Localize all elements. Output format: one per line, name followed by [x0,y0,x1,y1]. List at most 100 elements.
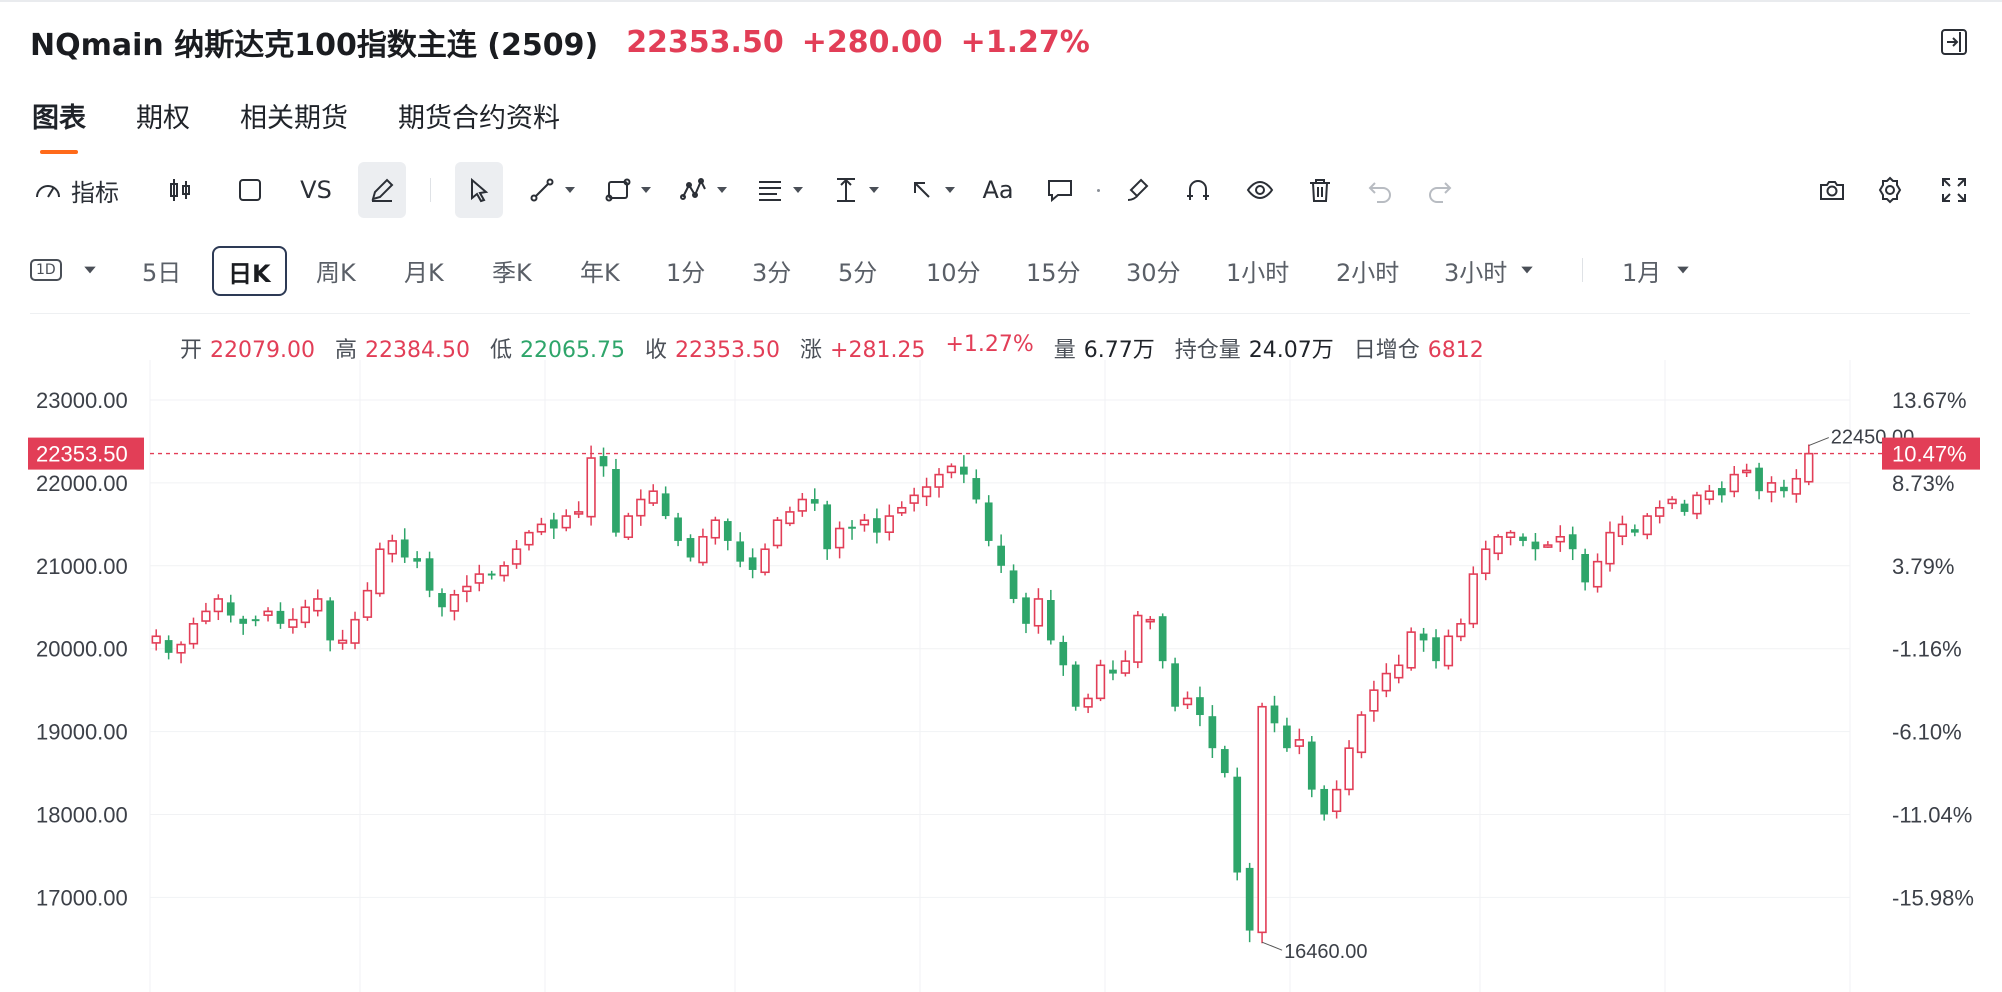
period-15min[interactable]: 15分 [1026,258,1081,287]
camera-icon [1820,181,1844,200]
delete-drawings-button[interactable] [1300,162,1340,218]
candle-body [1381,672,1391,692]
fib-tool-button[interactable] [750,162,810,218]
candle-body [1717,488,1726,496]
y-axis-right-tick: 8.73% [1892,471,1954,496]
candle-body [1059,641,1068,666]
candle-body [499,565,509,577]
range-selector[interactable]: 1月 [1622,244,1691,296]
candle-body [1257,705,1267,934]
measure-tool-button[interactable] [826,162,886,218]
chart-type-button[interactable] [160,162,200,218]
candle-body [337,639,348,644]
period-1hour[interactable]: 1小时 [1226,258,1290,287]
pattern-tool-icon [680,178,706,200]
change-label: 涨 [800,338,823,363]
pen-icon [371,178,394,202]
period-dropdown[interactable]: 1D [30,244,98,296]
period-30min[interactable]: 30分 [1126,258,1181,287]
candle-body [300,606,310,624]
candle-body [1704,490,1715,501]
tab-chart[interactable]: 图表 [32,96,86,154]
current-price-tag [28,437,144,470]
candle-body [1468,573,1478,625]
candle-body [1742,469,1752,474]
candle-body [1555,535,1565,543]
period-1min[interactable]: 1分 [666,258,706,287]
candlestick-chart[interactable]: 23000.00 13.67% 22000.00 8.73% 21000.00 3.79%… [0,360,2002,992]
fullscreen-button[interactable] [1934,162,1974,218]
candle-body [661,493,670,517]
collapse-panel-icon[interactable] [1938,26,1970,58]
period-5d[interactable]: 5日 [142,258,182,287]
compare-box-button[interactable] [230,162,270,218]
brush-icon [1127,178,1149,201]
high-value: 22384.50 [365,338,470,363]
undo-button[interactable] [1360,162,1400,218]
tab-options[interactable]: 期权 [136,103,190,134]
tab-related-futures[interactable]: 相关期货 [240,103,348,134]
oi-change-label: 日增仓 [1353,338,1420,363]
cursor-button[interactable] [455,162,503,218]
period-10min[interactable]: 10分 [926,258,981,287]
candle-body [1133,614,1143,663]
tab-contract-info[interactable]: 期货合约资料 [398,103,560,134]
chevron-down-icon [1677,266,1689,274]
comment-tool-icon [1048,180,1072,203]
ohlc-legend: 开 22079.00 高 22384.50 低 22065.75 收 22353.50 … [180,332,1484,364]
settings-button[interactable] [1870,162,1910,218]
candle-body [1158,616,1167,662]
magnet-button[interactable] [1178,162,1218,218]
open-interest-value: 24.07万 [1248,338,1334,363]
candle-body [449,594,460,612]
period-weekly[interactable]: 周K [316,258,356,287]
y-axis-right-tick: -15.98% [1892,885,1974,910]
redo-button[interactable] [1420,162,1460,218]
candle-body [772,519,783,547]
y-axis-left-tick: 18000.00 [36,803,128,828]
candle-body [1543,544,1553,548]
period-selector: 1D 5日 日K 周K 月K 季K 年K 1分 3分 5分 10分 15分 30… [0,244,2002,296]
chevron-down-icon [945,187,955,193]
price-change: +280.00 [801,24,943,60]
shape-tool-button[interactable] [598,162,658,218]
drawing-mode-button[interactable] [358,162,406,218]
current-pct-label: 10.47% [1892,442,1967,467]
candle-body [736,541,745,562]
period-5min[interactable]: 5分 [838,258,878,287]
candle-body [1294,739,1304,747]
line-tool-button[interactable] [522,162,582,218]
pattern-tool-button[interactable] [674,162,734,218]
period-2hour[interactable]: 2小时 [1336,258,1400,287]
y-axis-right-tick: 13.67% [1892,388,1967,413]
candlestick-icon [170,179,190,201]
text-tool-button[interactable]: Aa [978,162,1018,218]
candle-body [413,558,421,562]
arrow-tool-button[interactable] [902,162,962,218]
vs-compare-button[interactable]: VS [296,162,336,218]
line-tool-icon [530,178,554,202]
close-value: 22353.50 [675,338,780,363]
change-pct-value: +1.27% [945,332,1034,357]
candle-body [1022,597,1030,624]
candle-body [1780,486,1788,492]
candle-body [623,515,634,539]
candle-body [164,640,173,653]
visibility-button[interactable] [1240,162,1280,218]
screenshot-button[interactable] [1812,162,1852,218]
period-3hour[interactable]: 3小时 [1444,244,1535,296]
period-quarterly[interactable]: 季K [492,258,532,287]
period-yearly[interactable]: 年K [580,258,620,287]
candle-body [1208,716,1217,749]
indicator-button[interactable]: 指标 [28,162,124,218]
candle-body [1493,535,1503,555]
period-3min[interactable]: 3分 [752,258,792,287]
candle-body [960,466,968,475]
brush-tool-button[interactable] [1118,162,1158,218]
chevron-down-icon [869,187,879,193]
period-monthly[interactable]: 月K [404,258,444,287]
comment-tool-button[interactable] [1040,162,1080,218]
text-tool-icon: Aa [982,176,1014,204]
low-label: 低 [490,338,513,363]
period-daily[interactable]: 日K [212,246,287,296]
